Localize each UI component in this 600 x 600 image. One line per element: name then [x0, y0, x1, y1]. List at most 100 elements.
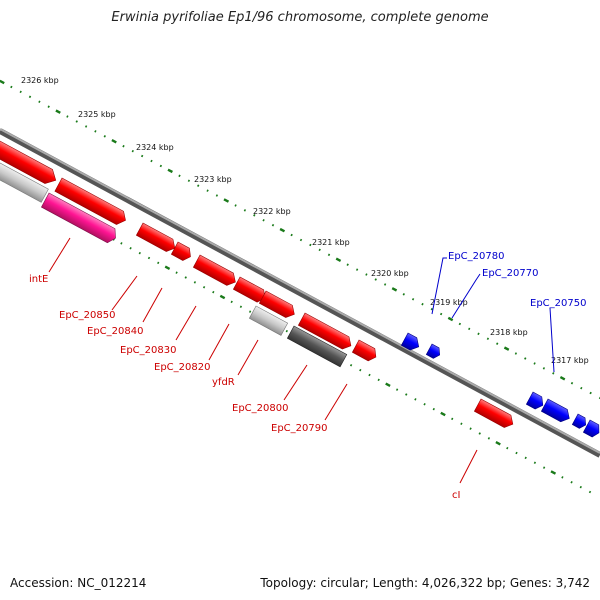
scale-tick: [253, 214, 256, 217]
scale-tick: [279, 227, 286, 233]
scale-tick: [318, 248, 321, 252]
gene-feature[interactable]: [400, 332, 422, 353]
leader-line: [142, 287, 163, 323]
scale-tick: [570, 381, 574, 385]
scale-tick: [285, 329, 288, 333]
gene-feature[interactable]: [571, 413, 588, 430]
scale-tick: [468, 327, 471, 331]
scale-tick: [515, 451, 518, 455]
scale-tick: [514, 352, 518, 355]
topology-summary: Topology: circular; Length: 4,026,322 bp…: [260, 576, 590, 590]
scale-tick: [122, 144, 125, 148]
scale-tick: [66, 115, 69, 118]
leader-line: [451, 273, 481, 319]
gene-feature[interactable]: [135, 222, 178, 254]
gene-feature[interactable]: [540, 398, 572, 425]
gene-feature[interactable]: [582, 419, 600, 439]
scale-tick: [206, 189, 209, 192]
scale-tick: [193, 281, 197, 284]
scale-tick: [159, 164, 163, 168]
scale-tick: [439, 312, 443, 316]
gene-feature[interactable]: [473, 398, 516, 430]
scale-label: 2321 kbp: [312, 238, 350, 247]
gene-label: EpC_20840: [87, 326, 143, 337]
scale-label: 2325 kbp: [78, 110, 116, 119]
gene-feature[interactable]: [40, 192, 119, 245]
scale-tick: [234, 204, 237, 207]
gene-feature[interactable]: [192, 254, 238, 288]
scale-tick: [391, 287, 398, 292]
scale-tick: [542, 466, 546, 469]
gene-feature[interactable]: [54, 177, 129, 227]
scale-tick: [533, 362, 536, 365]
scale-tick: [84, 125, 88, 128]
scale-tick: [385, 382, 391, 387]
gene-label: EpC_20790: [271, 423, 327, 434]
scale-tick: [94, 130, 97, 133]
scale-tick: [552, 372, 555, 375]
scale-tick: [377, 378, 380, 382]
scale-tick: [271, 223, 275, 227]
scale-tick: [524, 357, 527, 360]
scale-label: 2317 kbp: [551, 356, 589, 365]
scale-tick: [451, 417, 454, 421]
scale-tick: [368, 373, 371, 377]
scale-tick: [219, 294, 226, 300]
scale-tick: [10, 85, 13, 89]
leader-line: [283, 364, 308, 401]
scale-tick: [506, 446, 509, 450]
scale-tick: [542, 367, 546, 370]
scale-label: 2318 kbp: [490, 328, 528, 337]
scale-tick: [432, 407, 435, 411]
scale-tick: [533, 461, 537, 464]
gene-feature[interactable]: [351, 339, 379, 363]
leader-line: [431, 257, 447, 315]
leader-line: [459, 449, 478, 484]
gene-feature[interactable]: [0, 162, 49, 203]
scale-tick: [164, 265, 171, 270]
scale-tick: [503, 346, 510, 351]
scale-tick: [131, 149, 134, 153]
scale-tick: [423, 403, 426, 406]
scale-tick: [0, 79, 5, 85]
scale-tick: [580, 386, 583, 390]
gene-feature[interactable]: [286, 325, 348, 368]
gene-feature[interactable]: [170, 241, 193, 263]
label-leaders: [48, 237, 555, 484]
scale-label: 2322 kbp: [253, 207, 291, 216]
leader-line: [237, 339, 259, 376]
scale-tick: [570, 481, 573, 484]
scale-tick: [197, 184, 200, 187]
scale-tick: [248, 310, 252, 313]
scale-tick: [167, 168, 173, 174]
scale-tick: [230, 300, 233, 304]
scale-tick: [47, 105, 50, 108]
gene-feature[interactable]: [525, 391, 546, 411]
scale-tick: [524, 456, 527, 460]
scale-tick: [138, 251, 141, 255]
scale-tick: [550, 470, 557, 475]
scale-label: 2319 kbp: [430, 298, 468, 307]
scale-tick: [486, 337, 490, 340]
scale-tick: [262, 219, 265, 222]
scale-tick: [299, 238, 303, 242]
gene-feature[interactable]: [297, 312, 354, 352]
scale-label: 2323 kbp: [194, 175, 232, 184]
gene-feature[interactable]: [425, 343, 442, 360]
gene-feature[interactable]: [0, 139, 60, 187]
scale-tick: [129, 247, 132, 250]
scale-tick: [496, 342, 499, 345]
scale-tick: [447, 316, 454, 322]
scale-tick: [309, 243, 312, 247]
scale-tick: [402, 293, 405, 296]
scale-tick: [335, 257, 342, 262]
gene-feature[interactable]: [248, 305, 289, 336]
scale-tick: [75, 120, 78, 123]
scale-tick: [477, 332, 480, 336]
scale-tick: [561, 476, 564, 479]
leader-line: [48, 237, 71, 273]
gene-feature[interactable]: [258, 290, 297, 320]
scale-tick: [140, 154, 144, 158]
scale-tick: [215, 194, 219, 197]
scale-label: 2326 kbp: [21, 76, 59, 85]
